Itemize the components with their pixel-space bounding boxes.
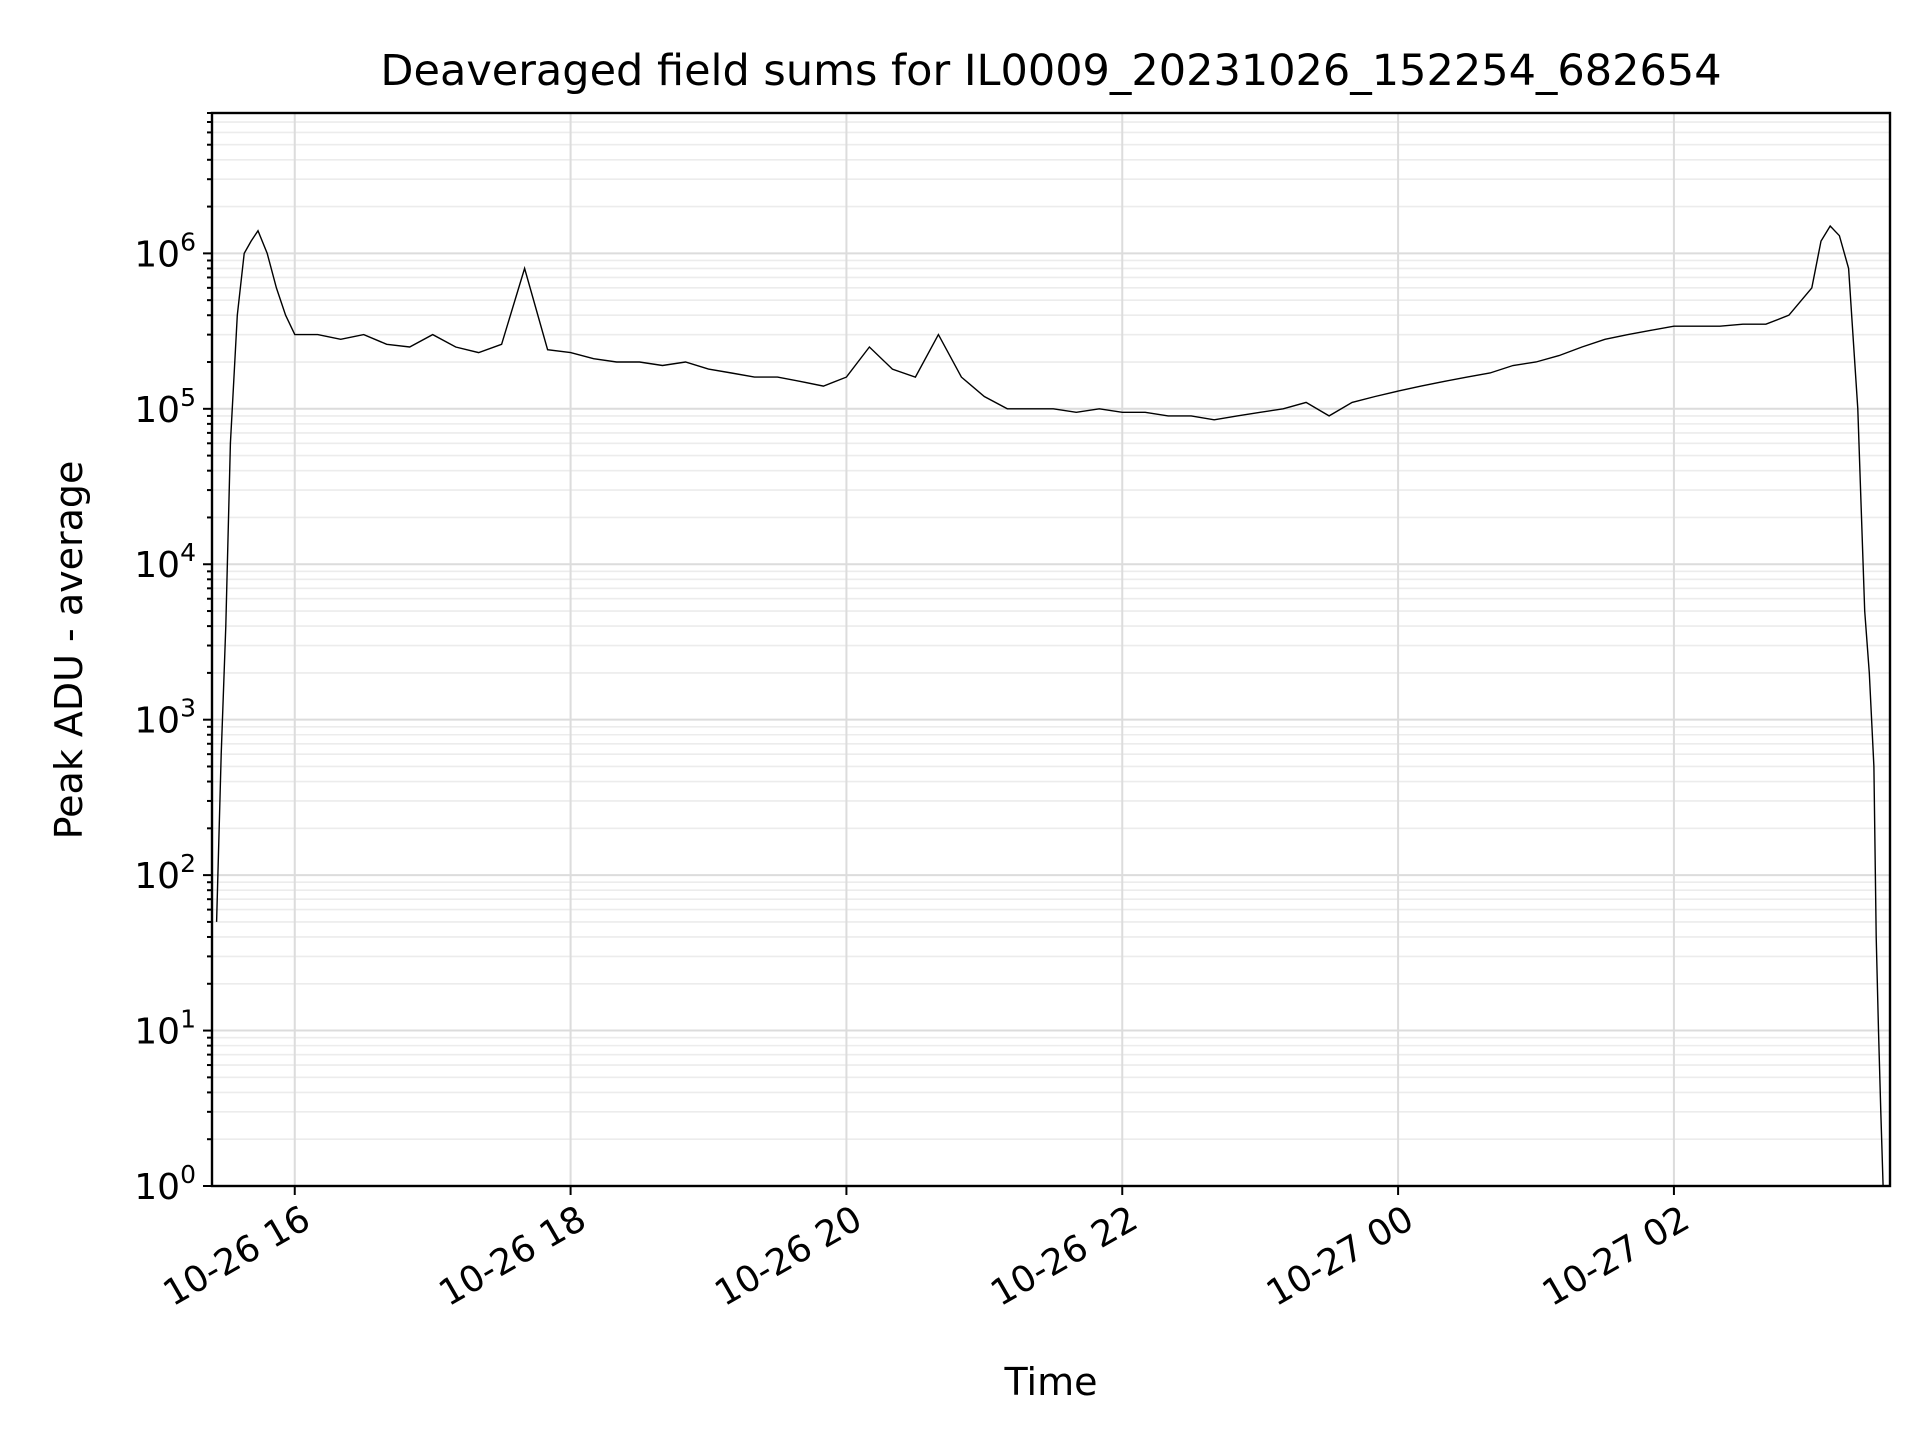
y-tick-label: 102 [134, 849, 196, 897]
y-tick-label: 100 [134, 1160, 196, 1208]
y-tick-label: 104 [134, 538, 196, 586]
grid [212, 112, 1890, 1187]
x-axis-label: Time [1004, 1360, 1098, 1404]
plot-frame [210, 111, 1892, 1188]
y-tick-label: 106 [134, 227, 196, 275]
series-layer [215, 224, 1884, 1187]
y-tick-label: 103 [134, 694, 196, 742]
y-tick-label: 105 [134, 383, 196, 431]
series-line [215, 224, 1884, 1187]
y-tick-label: 101 [134, 1005, 196, 1053]
chart-title: Deaveraged field sums for IL0009_2023102… [380, 46, 1721, 96]
y-axis-label: Peak ADU - average [47, 461, 91, 840]
